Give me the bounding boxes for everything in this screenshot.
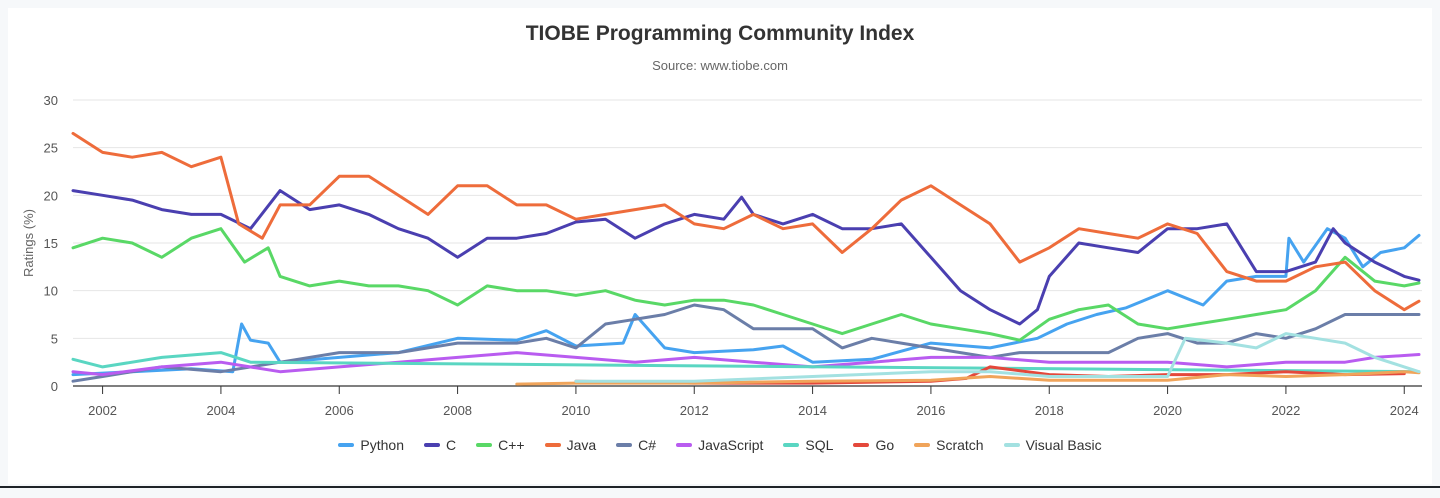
legend-swatch [853,443,870,447]
legend-item[interactable]: SQL [783,437,833,453]
x-tick-label: 2008 [443,403,472,418]
grid-lines [73,99,1422,387]
y-tick-label: 5 [51,331,58,346]
x-tick-label: 2010 [561,403,590,418]
chart-subtitle: Source: www.tiobe.com [652,58,788,73]
series-line-python[interactable] [71,227,1421,377]
legend-item[interactable]: Go [853,437,894,453]
x-tick-label: 2012 [680,403,709,418]
y-tick-label: 15 [44,236,58,251]
x-axis-ticks: 2002 2004 2006 2008 2010 2012 2014 2016 2018 2020… [88,386,1419,418]
series-line-go[interactable] [574,365,1406,385]
y-axis-label: Ratings (%) [21,209,36,277]
legend-label: SQL [805,437,834,453]
legend-swatch [783,443,800,447]
legend-item[interactable]: Scratch [914,437,984,453]
bottom-divider [0,486,1440,488]
legend-label: Go [875,437,895,453]
series-line-javascript[interactable] [71,351,1421,377]
series-line-sql[interactable] [71,351,1421,374]
legend-swatch [1003,443,1020,447]
series-lines [71,131,1421,386]
x-tick-label: 2004 [206,403,235,418]
x-tick-label: 2014 [798,403,827,418]
legend-label: C# [638,437,657,453]
x-tick-label: 2006 [325,403,354,418]
legend-label: Visual Basic [1025,437,1102,453]
y-tick-label: 10 [44,284,58,299]
series-line-visual-basic[interactable] [574,332,1421,383]
series-line-c-[interactable] [71,303,1421,383]
legend-swatch [338,443,355,447]
x-tick-label: 2022 [1271,403,1300,418]
legend-label: Scratch [936,437,984,453]
x-tick-label: 2020 [1153,403,1182,418]
chart-legend: Python C C++ Java C# JavaScript SQL Go Scratch Vi… [0,437,1440,453]
x-tick-label: 2002 [88,403,117,418]
legend-label: C [445,437,457,453]
legend-item[interactable]: JavaScript [676,437,763,453]
legend-swatch [616,443,633,447]
legend-item[interactable]: C# [616,437,656,453]
y-tick-label: 0 [51,379,58,394]
legend-swatch [544,443,561,447]
legend-item[interactable]: Python [338,437,404,453]
legend-swatch [476,443,493,447]
legend-label: JavaScript [698,437,764,453]
legend-item[interactable]: Visual Basic [1003,437,1102,453]
series-line-scratch[interactable] [515,370,1421,386]
legend-item[interactable]: C++ [476,437,525,453]
chart-card [8,8,1432,484]
y-tick-label: 20 [44,188,58,203]
x-tick-label: 2018 [1035,403,1064,418]
legend-label: C++ [498,437,525,453]
series-line-c[interactable] [71,189,1421,326]
x-tick-label: 2016 [916,403,945,418]
series-line-java[interactable] [71,131,1421,312]
legend-swatch [676,443,693,447]
y-axis-ticks: 0 5 10 15 20 25 30 [44,93,58,394]
legend-item[interactable]: Java [544,437,597,453]
legend-swatch [423,443,440,447]
y-tick-label: 25 [44,141,58,156]
y-tick-label: 30 [44,93,58,108]
legend-label: Java [566,437,597,453]
series-line-c-[interactable] [71,227,1421,342]
chart-title: TIOBE Programming Community Index [525,22,915,45]
legend-label: Python [360,437,404,453]
x-tick-label: 2024 [1390,403,1419,418]
legend-swatch [914,443,931,447]
legend-item[interactable]: C [423,437,457,453]
